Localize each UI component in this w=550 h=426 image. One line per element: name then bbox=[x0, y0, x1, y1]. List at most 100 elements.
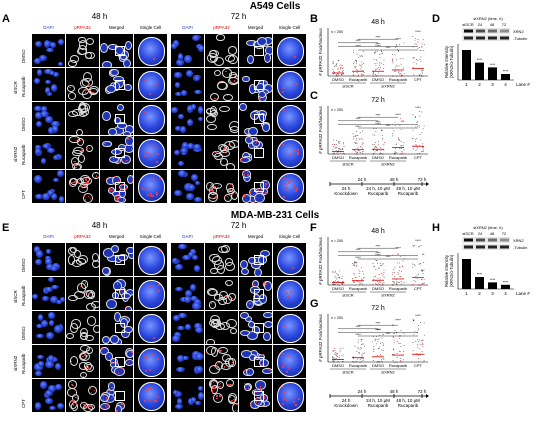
data-point bbox=[336, 63, 337, 64]
timeline-arrow bbox=[426, 182, 429, 186]
data-point bbox=[363, 143, 364, 144]
data-point bbox=[394, 54, 395, 55]
data-point bbox=[339, 355, 340, 356]
data-point bbox=[395, 125, 396, 126]
data-point bbox=[362, 148, 363, 149]
category-label: Rucaparib bbox=[389, 77, 408, 82]
data-point bbox=[360, 65, 361, 66]
data-point bbox=[419, 340, 420, 341]
data-point bbox=[355, 68, 356, 69]
bar-lane-label: 2 bbox=[478, 82, 481, 87]
data-point bbox=[380, 150, 381, 151]
data-point bbox=[344, 146, 345, 147]
western-header: siXRN2 (time, h) bbox=[473, 16, 503, 21]
data-point bbox=[422, 73, 423, 74]
data-point bbox=[375, 63, 376, 64]
data-point bbox=[421, 341, 422, 342]
data-point bbox=[413, 319, 414, 320]
data-point bbox=[400, 73, 401, 74]
data-point bbox=[333, 357, 334, 358]
data-point bbox=[364, 346, 365, 347]
data-point bbox=[424, 126, 425, 127]
data-point bbox=[422, 270, 423, 271]
data-point bbox=[399, 276, 400, 277]
significance-label: **** bbox=[415, 30, 421, 34]
data-point bbox=[402, 153, 403, 154]
data-point bbox=[353, 72, 354, 73]
data-point bbox=[400, 346, 401, 347]
data-point bbox=[342, 361, 343, 362]
data-point bbox=[360, 139, 361, 140]
data-point bbox=[399, 66, 400, 67]
data-point bbox=[362, 344, 363, 345]
data-point bbox=[340, 69, 341, 70]
data-point bbox=[377, 281, 378, 282]
data-point bbox=[375, 340, 376, 341]
data-point bbox=[375, 52, 376, 53]
data-point bbox=[379, 335, 380, 336]
data-point bbox=[378, 268, 379, 269]
data-point bbox=[361, 341, 362, 342]
data-point bbox=[340, 350, 341, 351]
data-point bbox=[362, 271, 363, 272]
data-point bbox=[396, 45, 397, 46]
data-point bbox=[418, 341, 419, 342]
data-point bbox=[357, 54, 358, 55]
timeline-segment-label: Rucaparib bbox=[398, 403, 419, 408]
data-point bbox=[402, 151, 403, 152]
data-point bbox=[338, 361, 339, 362]
data-point bbox=[333, 360, 334, 361]
timeline-tick-label: 72 h bbox=[418, 389, 427, 394]
data-point bbox=[417, 153, 418, 154]
comparison-sig: **** bbox=[386, 46, 392, 50]
data-point bbox=[361, 339, 362, 340]
data-point bbox=[373, 279, 374, 280]
bar bbox=[462, 50, 471, 80]
data-point bbox=[340, 348, 341, 349]
category-label: DMSO bbox=[332, 286, 344, 291]
data-point bbox=[373, 59, 374, 60]
data-point bbox=[376, 339, 377, 340]
data-point bbox=[376, 65, 377, 66]
data-point bbox=[392, 284, 393, 285]
data-point bbox=[372, 144, 373, 145]
data-point bbox=[372, 74, 373, 75]
data-point bbox=[422, 147, 423, 148]
bar-lane-label: 4 bbox=[504, 82, 507, 87]
data-point bbox=[377, 51, 378, 52]
data-point bbox=[376, 344, 377, 345]
data-point bbox=[342, 276, 343, 277]
data-point bbox=[401, 148, 402, 149]
data-point bbox=[419, 47, 420, 48]
data-point bbox=[354, 62, 355, 63]
data-point bbox=[399, 140, 400, 141]
data-point bbox=[360, 56, 361, 57]
data-point bbox=[332, 361, 333, 362]
data-point bbox=[423, 149, 424, 150]
data-point bbox=[376, 128, 377, 129]
data-point bbox=[419, 349, 420, 350]
data-point bbox=[334, 284, 335, 285]
category-label: DMSO bbox=[332, 155, 344, 160]
data-point bbox=[394, 268, 395, 269]
data-point bbox=[393, 272, 394, 273]
data-point bbox=[339, 141, 340, 142]
data-point bbox=[339, 271, 340, 272]
western-band bbox=[476, 30, 485, 33]
western-lane-header: siSCR bbox=[462, 231, 473, 236]
data-point bbox=[358, 75, 359, 76]
data-point bbox=[353, 134, 354, 135]
data-point bbox=[354, 265, 355, 266]
data-point bbox=[400, 59, 401, 60]
data-point bbox=[417, 149, 418, 150]
data-point bbox=[361, 279, 362, 280]
data-point bbox=[424, 335, 425, 336]
data-point bbox=[359, 56, 360, 57]
comparison-sig: **** bbox=[356, 117, 362, 121]
data-point bbox=[352, 361, 353, 362]
data-point bbox=[401, 330, 402, 331]
comparison-sig: **** bbox=[376, 252, 382, 256]
data-point bbox=[340, 153, 341, 154]
data-point bbox=[336, 153, 337, 154]
data-point bbox=[353, 63, 354, 64]
